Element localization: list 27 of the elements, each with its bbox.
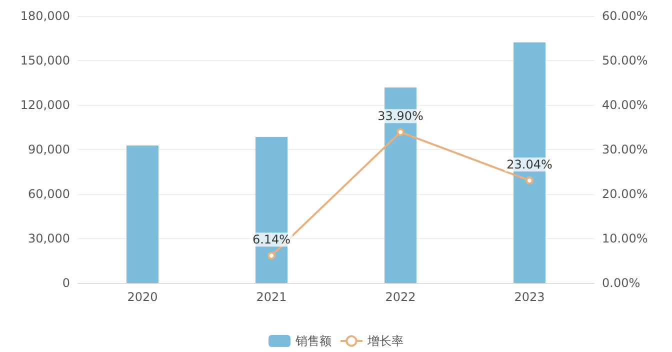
y-tick-label: 0 bbox=[62, 276, 70, 290]
y-tick-label: 30,000 bbox=[28, 232, 70, 246]
y2-tick-label: 60.00% bbox=[602, 9, 648, 23]
y2-tick-label: 50.00% bbox=[602, 54, 648, 68]
x-tick-label: 2020 bbox=[127, 290, 158, 304]
y2-tick-label: 0.00% bbox=[602, 276, 640, 290]
y-tick-label: 180,000 bbox=[20, 9, 70, 23]
y2-tick-label: 10.00% bbox=[602, 232, 648, 246]
data-label: 6.14% bbox=[252, 232, 291, 247]
legend-label: 增长率 bbox=[366, 334, 404, 348]
point bbox=[526, 176, 534, 184]
point bbox=[268, 252, 276, 260]
x-tick-label: 2023 bbox=[514, 290, 545, 304]
data-label: 33.90% bbox=[378, 109, 424, 124]
y-tick-label: 60,000 bbox=[28, 187, 70, 201]
point bbox=[396, 128, 404, 136]
x-tick-label: 2022 bbox=[385, 290, 416, 304]
y-tick-label: 120,000 bbox=[20, 98, 70, 112]
y2-tick-label: 20.00% bbox=[602, 187, 648, 201]
y2-tick-label: 40.00% bbox=[602, 98, 648, 112]
legend-label: 销售额 bbox=[294, 334, 332, 348]
y-tick-label: 90,000 bbox=[28, 142, 70, 156]
y2-tick-label: 30.00% bbox=[602, 142, 648, 156]
data-label: 23.04% bbox=[506, 157, 552, 172]
x-tick-label: 2021 bbox=[256, 290, 287, 304]
y-tick-label: 150,000 bbox=[20, 54, 70, 68]
bar bbox=[126, 145, 158, 283]
